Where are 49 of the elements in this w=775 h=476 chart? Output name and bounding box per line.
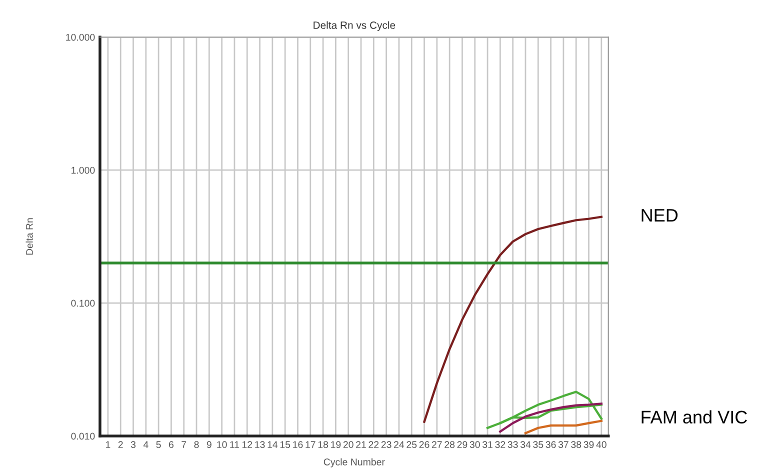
x-tick-label: 7 [182,441,186,448]
x-tick-label: 38 [571,441,582,448]
x-tick-label: 21 [356,441,366,448]
x-tick-label: 14 [268,441,278,448]
x-tick-label: 13 [255,441,265,448]
x-tick-label: 2 [118,441,123,448]
x-tick-label: 18 [318,441,328,448]
x-tick-label: 4 [143,441,148,448]
x-tick-label: 1 [106,441,110,448]
x-tick-label: 8 [194,441,199,448]
x-tick-label: 33 [508,441,518,448]
x-tick-label: 22 [368,441,379,448]
x-tick-label: 15 [280,441,290,448]
x-tick-label: 34 [520,441,531,448]
x-axis-title: Cycle Number [324,458,385,468]
x-tick-label: 35 [533,441,544,448]
x-tick-label: 11 [230,441,240,448]
x-tick-label: 5 [156,441,161,448]
y-tick-label: 0.100 [71,300,95,307]
x-tick-label: 24 [394,441,404,448]
x-tick-label: 39 [584,441,594,448]
y-axis-title: Delta Rn [26,218,33,255]
y-tick-label: 1.000 [72,166,95,174]
x-tick-label: 30 [470,441,480,448]
x-tick-label: 10 [217,441,227,448]
chart-title: Delta Rn vs Cycle [314,21,396,31]
x-tick-label: 20 [343,441,354,448]
x-tick-label: 29 [457,441,468,448]
annotation: FAM and VIC [642,410,747,424]
x-tick-label: 19 [331,441,341,448]
x-tick-label: 26 [419,441,430,448]
x-tick-label: 27 [432,441,442,448]
x-tick-label: 25 [406,441,417,448]
x-tick-label: 32 [495,441,506,448]
annotation: NED [642,209,678,222]
x-tick-label: 31 [482,441,492,448]
x-tick-label: 16 [293,441,303,448]
x-tick-label: 28 [444,441,455,448]
x-tick-label: 23 [381,441,392,448]
y-tick-label: 0.010 [71,432,95,440]
x-tick-label: 36 [546,441,556,448]
x-tick-label: 17 [306,441,316,448]
x-tick-label: 3 [130,441,136,448]
x-tick-label: 12 [242,441,252,448]
x-tick-label: 40 [596,441,606,448]
x-tick-label: 6 [169,441,174,448]
y-tick-label: 10.000 [66,34,95,41]
x-tick-label: 37 [558,441,568,448]
x-tick-label: 9 [206,441,212,448]
